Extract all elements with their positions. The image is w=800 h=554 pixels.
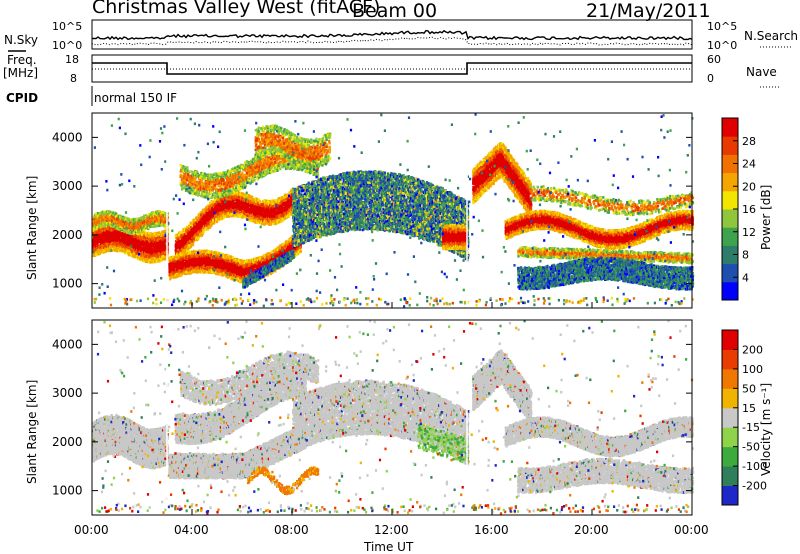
n-sky-line <box>92 31 692 40</box>
freq-tick-bottom: 8 <box>70 72 77 85</box>
date-label: 21/May/2011 <box>586 0 711 22</box>
power-scatter <box>92 113 694 308</box>
freq-lines <box>92 63 692 74</box>
noise-lines <box>92 31 692 45</box>
noise-left-tick-bottom: 10^0 <box>52 39 82 52</box>
noise-left-label: N.Sky <box>4 33 38 47</box>
noise-right-tick-top: 10^5 <box>707 20 737 33</box>
freq-label-line1: Freq. <box>7 53 37 67</box>
data-cell <box>107 250 109 253</box>
nave-label: Nave <box>746 65 777 79</box>
nave-tick-top: 60 <box>707 53 721 66</box>
nave-tick-bottom: 0 <box>707 72 714 85</box>
beam-label: Beam 00 <box>352 0 437 22</box>
freq-tick-top: 18 <box>65 53 79 66</box>
cpid-mode: normal 150 IF <box>94 91 177 105</box>
freq-label-line2: [MHz] <box>3 66 38 80</box>
station-title: Christmas Valley West (fitACF) <box>92 0 380 18</box>
noise-left-tick-top: 10^5 <box>52 20 82 33</box>
noise-right-label: N.Search <box>744 29 798 43</box>
noise-right-tick-bottom: 10^0 <box>707 39 737 52</box>
cpid-label: CPID <box>6 91 38 105</box>
